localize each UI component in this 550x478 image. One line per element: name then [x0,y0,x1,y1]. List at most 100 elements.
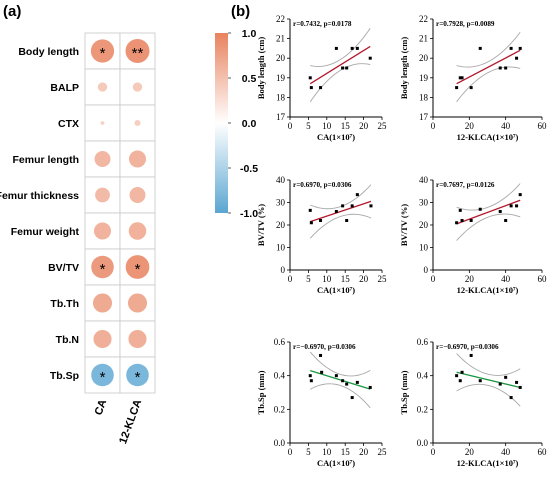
y-axis-label: Body length (cm) [256,37,266,100]
heatmap-circle [93,329,112,349]
x-tick-label: 5 [306,447,311,457]
heatmap-circle [90,39,115,63]
data-point [345,382,349,386]
y-tick-label: 19 [419,73,429,83]
heatmap-circle [132,82,143,92]
data-point [509,46,513,50]
correlation-annotation: r=0.7432, p=0.0178 [293,20,352,28]
heatmap-row-label: Tb.N [56,334,79,346]
data-point [518,385,522,389]
x-tick-label: 15 [341,447,351,457]
confidence-band-upper [456,31,521,68]
x-tick-label: 60 [538,274,548,284]
heatmap-circle [134,119,141,127]
y-tick-label: 20 [419,220,429,230]
scatter-plot: 0.0 0.2 0.4 0.6 0 5 10 15 20 25 CA(1×10⁷) Tb.Sp (mm… [256,337,387,468]
heatmap-circle [128,150,147,168]
data-point [368,56,372,60]
regression-line [456,371,521,389]
confidence-band-lower [310,383,371,409]
y-tick-label: 22 [276,14,285,24]
correlation-annotation: r=−0.6970, p=0.0306 [436,343,499,351]
x-tick-label: 10 [322,121,332,131]
data-point [455,374,459,378]
data-point [515,380,519,384]
heatmap-row-label: BALP [50,82,79,94]
data-point [308,208,312,212]
panel-b-label: (b) [231,3,250,20]
regression-line [310,369,371,390]
data-point [355,380,359,384]
heatmap-circle [126,363,149,387]
data-point [504,375,508,379]
heatmap-circle [128,222,147,240]
heatmap-row-label: Tb.Th [50,298,79,310]
regression-line [309,45,371,85]
y-tick-label: 20 [276,220,286,230]
confidence-band-lower [309,213,372,239]
data-point [319,219,323,222]
x-tick-label: 15 [341,274,351,284]
x-tick-label: 0 [288,274,293,284]
y-tick-label: 20 [419,53,429,63]
confidence-band-lower [309,63,371,103]
y-axis-label: Tb.Sp (mm) [256,370,266,414]
heatmap-circle [125,255,150,279]
y-tick-label: 30 [419,198,429,208]
data-point [478,379,482,383]
data-point [478,46,482,50]
data-point [350,396,354,400]
data-point [460,219,464,222]
data-point [498,210,502,213]
data-point [518,193,522,197]
y-tick-label: 0.6 [417,337,429,347]
heatmap-row-label: BV/TV [48,262,79,274]
data-point [350,204,354,208]
scatter-plot: 17 18 19 20 21 22 0 5 10 15 20 25 CA(1×10⁷) Body leng… [256,14,387,142]
y-tick-label: 0 [424,265,429,275]
confidence-band-lower [456,213,521,241]
y-tick-label: 0.2 [274,404,285,414]
colorbar-tick-label: 1.0 [242,28,257,40]
colorbar-tick-label: 0.0 [242,118,257,130]
x-tick-label: 10 [322,274,332,284]
data-point [498,66,502,70]
y-axis-label: BV/TV (%) [256,204,266,246]
scatter-plot: 17 18 19 20 21 22 0 20 40 60 12-KLCA(1×10⁷) Body le… [399,14,547,142]
heatmap-circle [93,222,112,240]
heatmap-column-label: 12-KLCA [117,398,144,446]
confidence-band-upper [310,184,372,210]
x-tick-label: 40 [501,121,511,131]
x-axis-label: 12-KLCA(1×10⁷) [457,132,519,142]
x-tick-label: 0 [431,447,436,457]
data-point [308,374,312,378]
data-point [345,219,349,222]
y-tick-label: 20 [276,53,286,63]
confidence-band-upper [310,28,371,67]
heatmap-circle [129,187,146,203]
x-tick-label: 0 [431,121,436,131]
colorbar-tick-label: -1.0 [240,208,258,220]
x-axis-label: CA(1×10⁷) [317,132,355,142]
x-tick-label: 25 [378,121,388,131]
data-point [458,76,462,80]
x-axis-label: CA(1×10⁷) [317,285,355,295]
data-point [320,370,324,374]
data-point [469,86,473,90]
correlation-annotation: r=0.6970, p=0.0306 [293,181,352,189]
data-point [334,46,338,50]
data-point [308,76,312,80]
data-point [309,379,313,383]
x-tick-label: 40 [501,274,511,284]
x-tick-label: 20 [359,121,369,131]
x-tick-label: 60 [538,447,548,457]
x-tick-label: 20 [465,274,475,284]
confidence-band-upper [309,351,371,377]
data-point [518,46,522,50]
y-tick-label: 17 [419,112,429,122]
data-point [458,208,462,212]
y-tick-label: 18 [276,92,286,102]
y-tick-label: 10 [419,243,429,253]
x-tick-label: 20 [359,447,369,457]
y-tick-label: 0.0 [274,438,286,448]
